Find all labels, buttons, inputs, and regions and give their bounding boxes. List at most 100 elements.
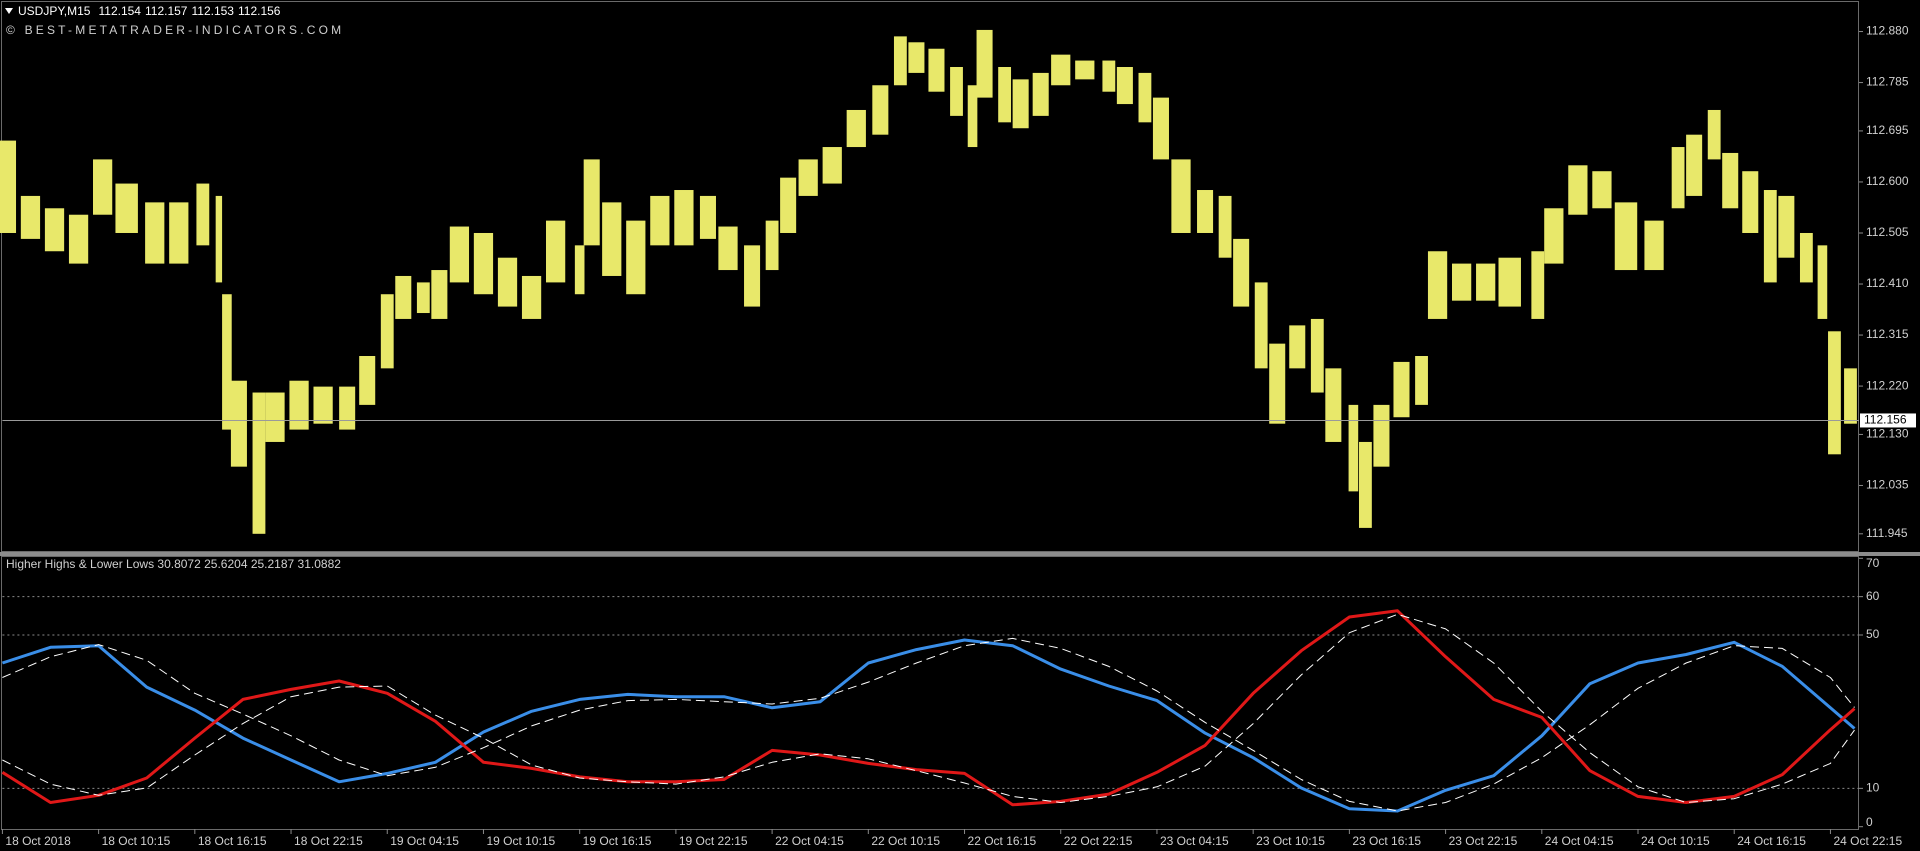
y-tick-label: 111.945	[1866, 526, 1908, 540]
price-bar	[1032, 72, 1049, 116]
y-tick-label: 112.600	[1866, 174, 1909, 188]
plot-layer	[0, 29, 1859, 813]
indicator-line	[1, 609, 1856, 807]
y-tick-label: 112.505	[1866, 225, 1909, 239]
price-bar	[765, 220, 779, 271]
price-bar	[93, 159, 113, 215]
price-bar	[1254, 282, 1268, 369]
price-bar	[313, 386, 333, 424]
price-bar	[265, 392, 285, 442]
y-tick-label: 112.220	[1866, 378, 1909, 392]
price-bar	[1707, 109, 1721, 160]
price-bar	[1012, 79, 1029, 129]
x-tick-label: 18 Oct 22:15	[294, 834, 363, 848]
price-bar	[222, 294, 232, 430]
price-bar	[289, 380, 309, 430]
price-bar	[1427, 251, 1448, 319]
quote: 112.157	[145, 4, 188, 18]
price-bar	[674, 190, 694, 246]
price-bar	[521, 275, 542, 319]
price-bar	[872, 85, 889, 135]
price-bar	[1269, 343, 1286, 424]
price-bar	[1289, 325, 1306, 369]
price-bar	[908, 42, 925, 73]
x-tick-label: 23 Oct 10:15	[1256, 834, 1325, 848]
x-tick-label: 18 Oct 16:15	[198, 834, 267, 848]
x-tick-label: 24 Oct 22:15	[1833, 834, 1902, 848]
price-bar	[252, 392, 266, 534]
indicator-line	[1, 638, 1856, 813]
price-bar	[1373, 404, 1390, 467]
y-tick-label: 0	[1866, 815, 1873, 829]
price-bar	[1671, 147, 1685, 209]
price-bar	[1614, 202, 1638, 271]
quote: 112.153	[191, 4, 234, 18]
price-bar	[1828, 331, 1841, 455]
price-bar	[967, 85, 978, 148]
x-tick-label: 23 Oct 16:15	[1352, 834, 1421, 848]
price-bar	[1075, 60, 1095, 80]
price-bar	[1686, 134, 1703, 196]
price-bar	[1358, 441, 1372, 528]
x-tick-label: 22 Oct 04:15	[775, 834, 844, 848]
price-bar	[230, 380, 247, 467]
price-bar	[1844, 368, 1857, 424]
price-bar	[574, 245, 585, 295]
signal-line	[2, 637, 1855, 812]
price-bar	[1722, 152, 1739, 209]
price-bar	[339, 386, 356, 430]
y-tick-label: 50	[1866, 627, 1880, 641]
price-bar	[699, 195, 716, 239]
price-bar	[395, 275, 412, 319]
main-frame	[1, 1, 1859, 552]
price-bar	[1544, 208, 1564, 264]
price-bar	[1171, 159, 1191, 233]
price-bar	[449, 226, 470, 283]
price-bar	[0, 140, 17, 233]
x-tick-label: 18 Oct 10:15	[102, 834, 171, 848]
indicator-frame	[1, 556, 1859, 830]
price-bar	[215, 195, 223, 283]
y-tick-label: 112.035	[1866, 478, 1909, 492]
price-bar	[602, 202, 622, 276]
panel-separator	[0, 552, 1920, 556]
symbol-menu-arrow[interactable]	[5, 8, 13, 14]
price-bar	[626, 220, 646, 295]
price-bar	[1116, 66, 1133, 105]
price-bar	[497, 257, 518, 307]
price-bar	[718, 226, 738, 271]
x-tick-label: 24 Oct 04:15	[1545, 834, 1614, 848]
price-bar	[1138, 72, 1152, 123]
price-bar	[1742, 171, 1759, 233]
y-tick-label: 10	[1866, 781, 1880, 795]
price-bar	[1817, 245, 1828, 319]
price-bar	[1452, 263, 1472, 301]
y-tick-label: 112.130	[1866, 427, 1909, 441]
x-tick-label: 23 Oct 04:15	[1160, 834, 1229, 848]
x-tick-label: 22 Oct 10:15	[871, 834, 940, 848]
price-bar	[145, 202, 165, 264]
price-bar	[1310, 318, 1324, 393]
price-bar	[416, 282, 430, 314]
y-tick-label: 112.315	[1866, 327, 1909, 341]
price-bar	[1498, 257, 1521, 307]
price-bar	[20, 195, 41, 239]
price-bar	[431, 270, 448, 319]
price-bar	[650, 195, 670, 246]
price-bar	[169, 202, 189, 264]
current-price-label: 112.156	[1864, 413, 1907, 427]
price-bar	[1393, 361, 1410, 418]
price-bar	[1197, 190, 1214, 233]
x-tick-label: 19 Oct 16:15	[583, 834, 652, 848]
price-bar	[473, 232, 494, 295]
price-bar	[998, 66, 1012, 123]
price-bar	[1763, 190, 1777, 283]
y-tick-label: 112.695	[1866, 123, 1909, 137]
price-bar	[1348, 404, 1359, 492]
price-bar	[68, 214, 89, 264]
x-tick-label: 23 Oct 22:15	[1449, 834, 1518, 848]
price-bar	[44, 208, 65, 252]
